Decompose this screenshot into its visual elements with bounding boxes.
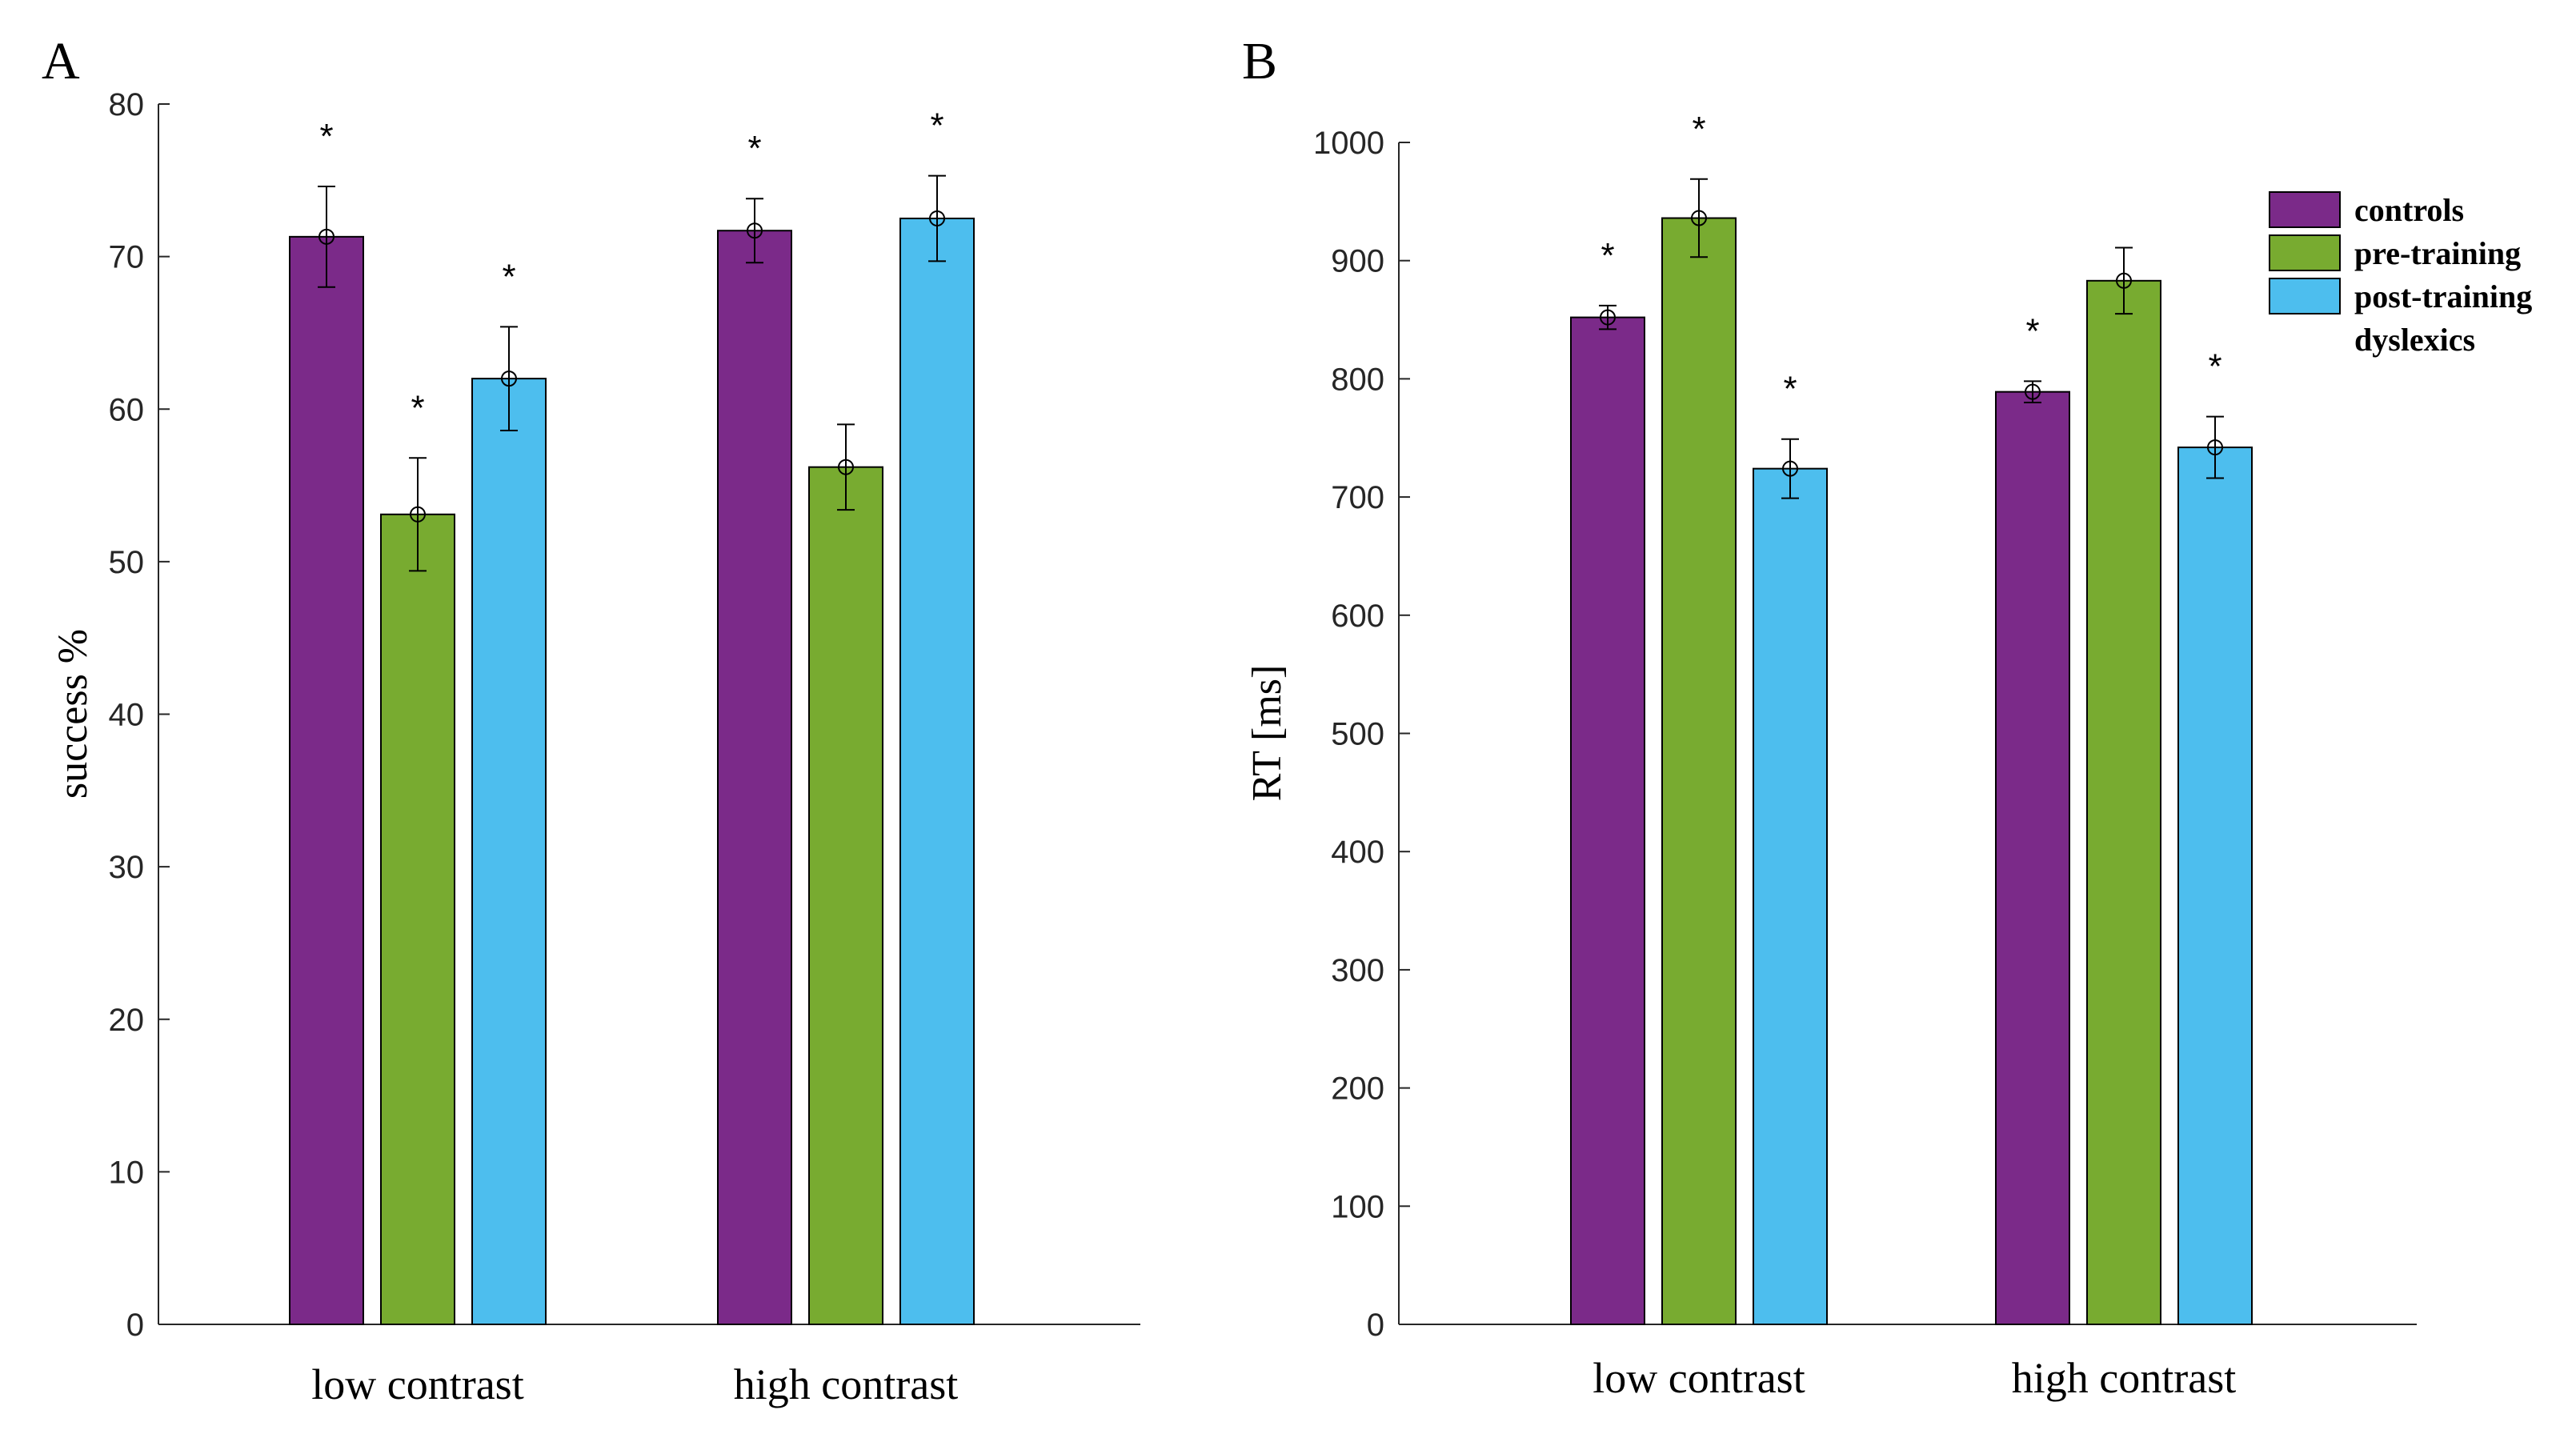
mean-marker xyxy=(1782,460,1798,477)
y-tick-label: 900 xyxy=(1331,244,1384,279)
y-tick-label: 1000 xyxy=(1313,126,1384,161)
y-tick-label: 200 xyxy=(1331,1071,1384,1107)
panel-label-a: A xyxy=(42,32,80,90)
mean-marker xyxy=(2025,383,2041,400)
y-tick-label: 40 xyxy=(109,698,145,733)
legend-label-dyslexics: dyslexics xyxy=(2354,322,2475,358)
mean-marker xyxy=(318,228,335,245)
significance-marker: * xyxy=(747,129,761,168)
bar xyxy=(1753,467,1828,1325)
bar xyxy=(1995,391,2070,1326)
bar xyxy=(2086,279,2161,1326)
significance-marker: * xyxy=(502,257,515,296)
mean-marker xyxy=(2116,272,2132,289)
y-tick-label: 500 xyxy=(1331,717,1384,752)
y-axis-title: success % xyxy=(50,629,96,799)
significance-marker: * xyxy=(319,117,333,156)
significance-marker: * xyxy=(2208,347,2221,387)
panel-a-chart: A 0 10 20 30 40 50 60 70 80 success % * * * low contr… xyxy=(42,32,1140,1408)
legend-label-controls: controls xyxy=(2354,192,2464,228)
y-tick-label: 20 xyxy=(109,1003,145,1038)
bar xyxy=(1570,316,1645,1326)
mean-marker xyxy=(501,371,517,387)
panel-b-chart: B 0 100 200 300 400 500 600 700 800 900 1000 RT [ms… xyxy=(1242,32,2417,1402)
mean-marker xyxy=(747,222,763,239)
x-category-label: low contrast xyxy=(1592,1354,1805,1402)
panel-label-b: B xyxy=(1242,32,1277,90)
legend: controls pre-training post-training dysl… xyxy=(2269,191,2532,358)
bar xyxy=(471,378,547,1325)
y-tick-label: 0 xyxy=(1367,1308,1384,1343)
mean-marker xyxy=(1600,309,1616,326)
y-tick-label: 60 xyxy=(109,392,145,427)
significance-marker: * xyxy=(1783,370,1797,409)
y-tick-label: 700 xyxy=(1331,480,1384,515)
legend-swatch-pre-training xyxy=(2269,234,2341,271)
bar xyxy=(380,513,455,1325)
legend-label-pre-training: pre-training xyxy=(2354,235,2521,271)
y-tick-label: 0 xyxy=(126,1308,144,1343)
significance-marker: * xyxy=(1600,236,1614,275)
y-tick-label: 30 xyxy=(109,850,145,885)
y-tick-label: 300 xyxy=(1331,953,1384,988)
bar xyxy=(1661,217,1737,1326)
bar xyxy=(289,235,364,1325)
legend-label-post-training: post-training xyxy=(2354,278,2532,314)
bar xyxy=(808,466,883,1325)
x-category-label: high contrast xyxy=(734,1360,958,1408)
y-tick-label: 50 xyxy=(109,545,145,580)
y-tick-label: 800 xyxy=(1331,362,1384,397)
bar xyxy=(2177,447,2253,1325)
y-tick-label: 10 xyxy=(109,1155,145,1190)
y-tick-label: 600 xyxy=(1331,599,1384,634)
mean-marker xyxy=(1691,210,1707,226)
mean-marker xyxy=(838,459,854,475)
bar xyxy=(899,217,975,1325)
y-tick-label: 80 xyxy=(109,87,145,122)
bar xyxy=(717,230,792,1325)
mean-marker xyxy=(2207,439,2223,456)
significance-marker: * xyxy=(1692,110,1705,149)
mean-marker xyxy=(929,210,945,226)
mean-marker xyxy=(410,506,426,523)
y-tick-label: 70 xyxy=(109,240,145,275)
y-tick-label: 100 xyxy=(1331,1189,1384,1224)
x-category-label: high contrast xyxy=(2012,1354,2236,1402)
significance-marker: * xyxy=(2025,311,2039,350)
y-axis-title: RT [ms] xyxy=(1244,665,1290,802)
significance-marker: * xyxy=(411,388,424,427)
y-tick-label: 400 xyxy=(1331,835,1384,870)
legend-swatch-post-training xyxy=(2269,278,2341,314)
legend-swatch-controls xyxy=(2269,191,2341,228)
significance-marker: * xyxy=(930,106,943,146)
x-category-label: low contrast xyxy=(311,1360,523,1408)
